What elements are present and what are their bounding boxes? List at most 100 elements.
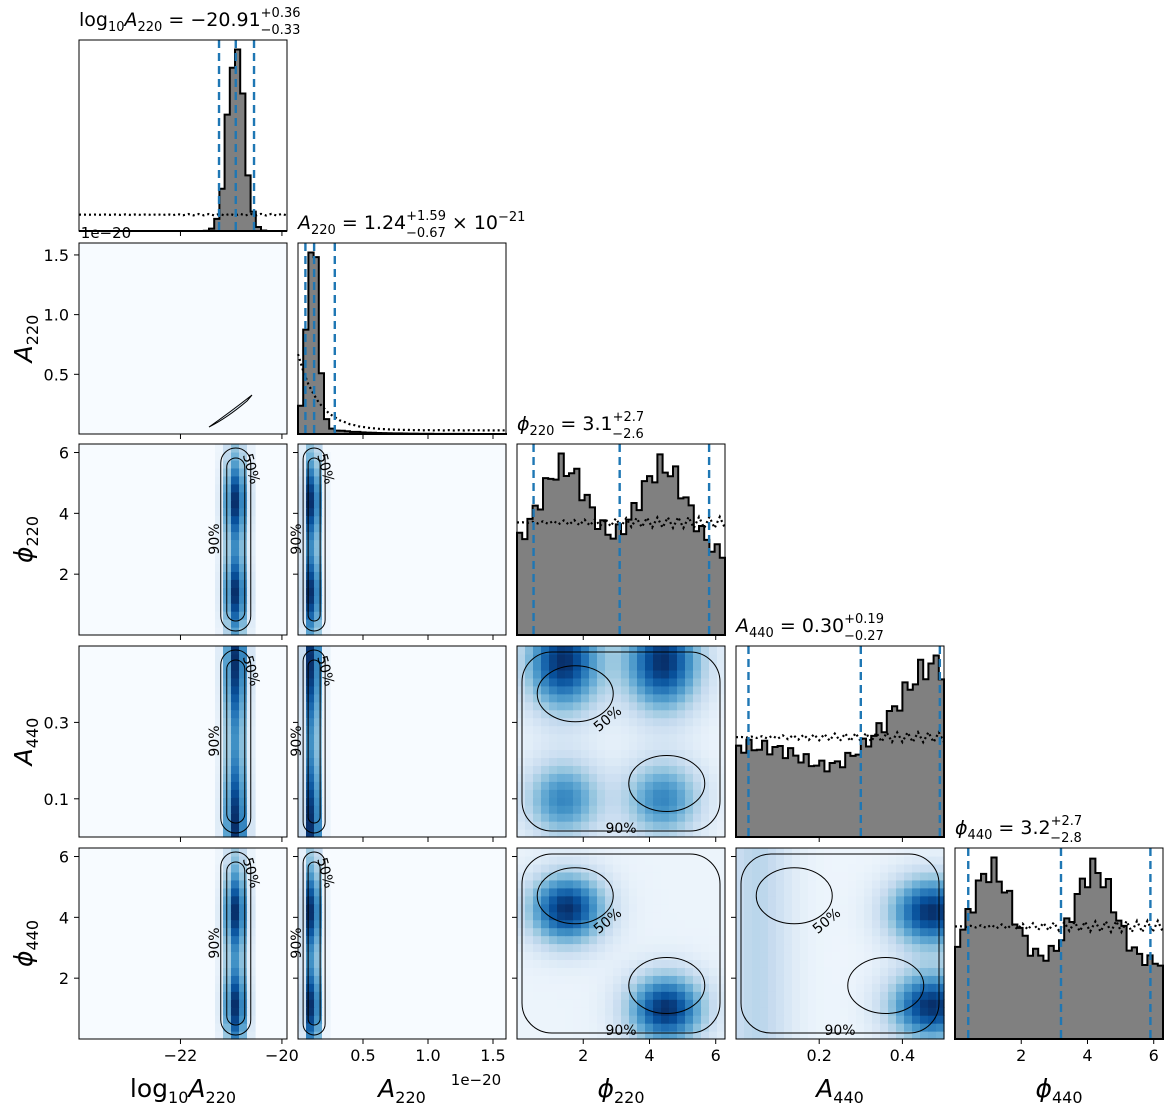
density-cell — [298, 555, 307, 564]
density-cell — [685, 871, 694, 881]
density-cell — [298, 563, 307, 572]
density-cell — [709, 848, 718, 857]
density-cell — [637, 717, 646, 727]
density-cell — [832, 927, 841, 937]
density-cell — [525, 789, 534, 798]
density-cell — [936, 959, 945, 968]
density-cell — [322, 765, 331, 774]
density-cell — [816, 999, 825, 1008]
density-cell — [677, 911, 686, 921]
density-cell — [557, 951, 566, 961]
density-cell — [904, 879, 913, 889]
density-cell — [912, 911, 921, 921]
density-cell — [840, 951, 849, 961]
density-cell — [589, 821, 598, 830]
density-cell — [693, 701, 702, 711]
density-cell — [306, 741, 315, 751]
density-cell — [677, 879, 686, 889]
density-cell — [247, 563, 256, 572]
density-cell — [736, 943, 745, 953]
density-cell — [605, 935, 614, 945]
density-cell — [247, 603, 256, 612]
hist-title-log10A220: log10A220 = −20.91+0.36 −0.33 — [79, 6, 301, 38]
density-cell — [888, 959, 897, 968]
density-cell — [231, 595, 240, 604]
density-cell — [645, 848, 654, 857]
density-cell — [557, 927, 566, 937]
density-cell — [322, 829, 331, 838]
density-cell — [589, 789, 598, 798]
density-cell — [677, 951, 686, 961]
density-cell — [565, 757, 574, 766]
density-cell — [661, 951, 670, 961]
hist-title-phi440: ϕ440 = 3.2+2.7 −2.8 — [955, 814, 1082, 846]
density-cell — [541, 967, 550, 976]
density-cell — [856, 1007, 865, 1016]
density-cell — [231, 661, 240, 671]
density-cell — [904, 943, 913, 953]
density-cell — [736, 863, 745, 873]
density-cell — [653, 935, 662, 945]
density-cell — [904, 927, 913, 937]
density-cell — [322, 757, 331, 766]
density-cell — [231, 741, 240, 751]
density-cell — [223, 967, 232, 976]
density-cell — [637, 895, 646, 905]
density-cell — [239, 879, 248, 889]
density-cell — [709, 975, 718, 984]
density-cell — [629, 855, 638, 865]
density-cell — [816, 871, 825, 881]
density-cell — [298, 491, 307, 501]
density-cell — [525, 871, 534, 881]
density-cell — [792, 999, 801, 1008]
density-cell — [589, 781, 598, 790]
density-cell — [231, 765, 240, 774]
density-cell — [637, 773, 646, 782]
density-cell — [717, 1023, 726, 1032]
density-cell — [864, 951, 873, 961]
density-cell — [541, 991, 550, 1000]
density-cell — [856, 991, 865, 1000]
density-cell — [314, 927, 323, 937]
density-cell — [760, 975, 769, 984]
density-cell — [760, 951, 769, 961]
density-cell — [322, 483, 331, 493]
density-cell — [744, 863, 753, 873]
density-cell — [776, 855, 785, 865]
density-cell — [912, 871, 921, 881]
density-cell — [848, 959, 857, 968]
density-cell — [792, 911, 801, 921]
density-cell — [247, 515, 256, 525]
density-cell — [736, 1031, 745, 1040]
density-cell — [693, 757, 702, 766]
density-cell — [840, 887, 849, 897]
density-cell — [573, 967, 582, 976]
density-cell — [880, 848, 889, 857]
density-cell — [701, 765, 710, 774]
density-cell — [613, 725, 622, 735]
density-cell — [525, 983, 534, 992]
density-cell — [752, 1023, 761, 1032]
density-cell — [581, 967, 590, 976]
density-cell — [565, 903, 574, 913]
density-cell — [533, 1007, 542, 1016]
density-cell — [322, 451, 331, 461]
density-cell — [669, 749, 678, 759]
density-cell — [247, 693, 256, 703]
density-cell — [629, 848, 638, 857]
density-cell — [613, 829, 622, 838]
density-cell — [669, 797, 678, 806]
density-cell — [669, 829, 678, 838]
density-cell — [231, 555, 240, 564]
density-cell — [784, 911, 793, 921]
density-cell — [589, 863, 598, 873]
density-cell — [896, 879, 905, 889]
density-cell — [896, 999, 905, 1008]
density-cell — [223, 555, 232, 564]
density-cell — [896, 903, 905, 913]
density-cell — [637, 887, 646, 897]
hist-panel-A440: A440 = 0.30+0.19 −0.27 — [734, 612, 945, 838]
density-cell — [314, 935, 323, 945]
density-cell — [816, 943, 825, 953]
density-cell — [541, 653, 550, 663]
